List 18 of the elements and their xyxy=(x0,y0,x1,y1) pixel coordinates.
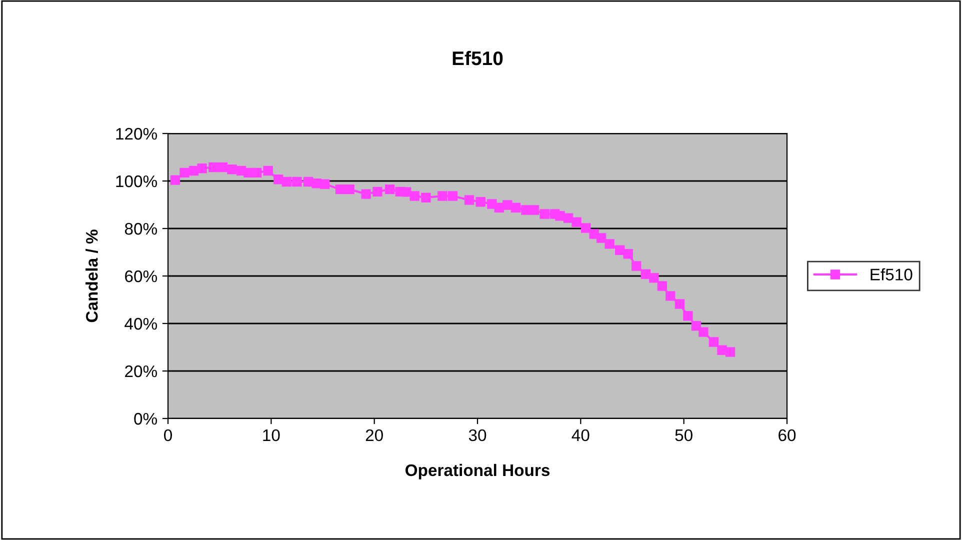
y-tick-label: 80% xyxy=(124,222,157,235)
y-tick-label: 40% xyxy=(124,318,157,330)
y-tick-label: 120% xyxy=(116,128,157,140)
x-axis-title: Operational Hours xyxy=(405,464,550,480)
y-tick-label: 20% xyxy=(125,365,157,378)
x-tick-label: 30 xyxy=(468,429,486,442)
x-tick-label: 0 xyxy=(164,429,172,442)
chart-title: Ef510 xyxy=(452,50,503,66)
x-tick-label: 10 xyxy=(263,429,280,442)
x-tick-label: 50 xyxy=(675,429,692,442)
x-tick-label: 40 xyxy=(572,429,590,442)
y-tick-label: 0% xyxy=(134,412,157,425)
y-tick-label: 100% xyxy=(116,175,157,188)
y-tick-label: 60% xyxy=(125,270,157,282)
x-tick-label: 20 xyxy=(366,429,383,442)
y-axis-title: Candela / % xyxy=(86,230,98,322)
legend-label: Ef510 xyxy=(870,268,912,280)
x-tick-label: 60 xyxy=(778,429,796,442)
